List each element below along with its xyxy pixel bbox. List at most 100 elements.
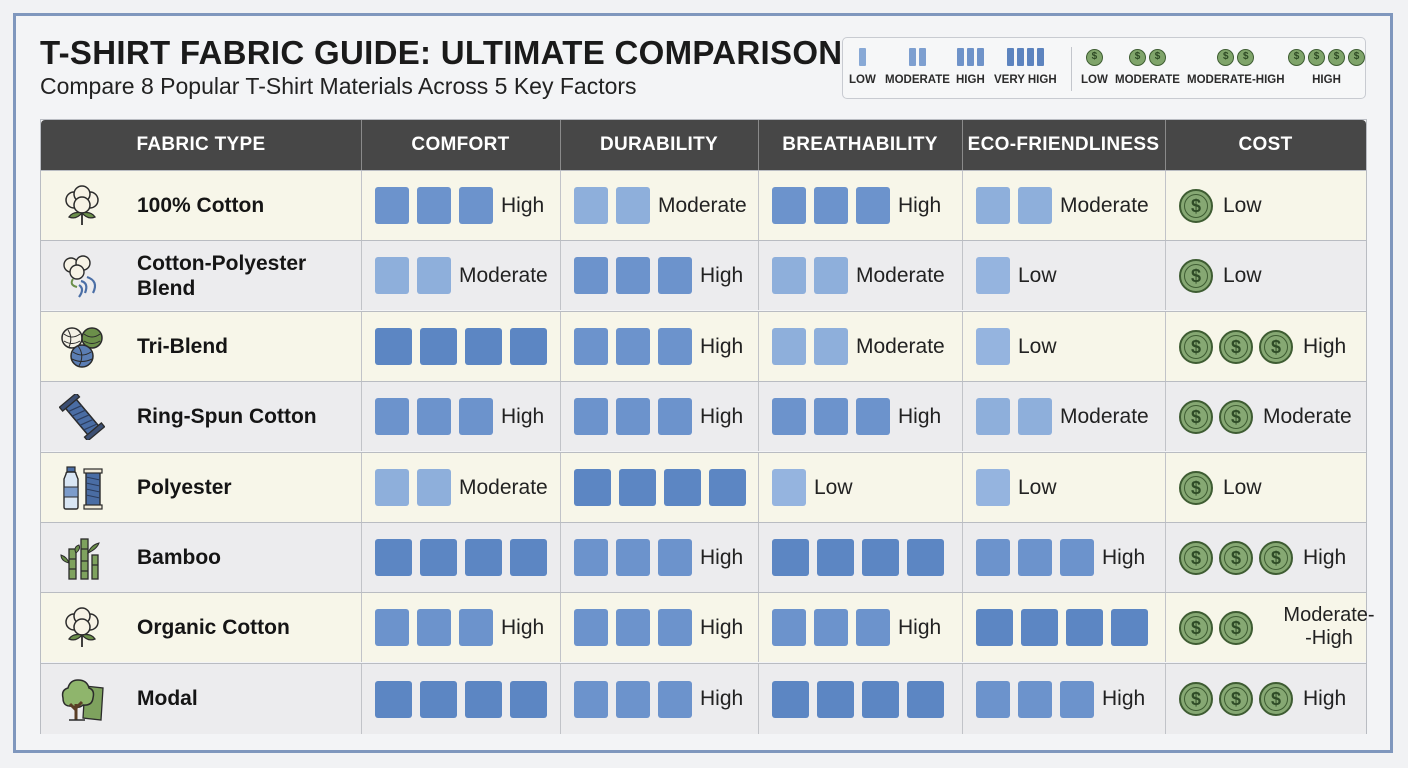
rating-block [772, 187, 806, 224]
page-title: T-SHIRT FABRIC GUIDE: ULTIMATE COMPARISO… [40, 34, 843, 71]
comfort-rating-cell: High [375, 593, 544, 662]
page-subtitle: Compare 8 Popular T-Shirt Materials Acro… [40, 73, 637, 99]
rating-block [1111, 609, 1148, 646]
rating-label: High [700, 334, 744, 358]
cost-cell: Low [1179, 171, 1262, 240]
eco-rating-cell: Low [976, 312, 1057, 381]
durability-rating-cell: High [574, 523, 743, 592]
cost-label: Moderate- -High [1283, 603, 1375, 649]
rating-block [658, 609, 692, 646]
coin-icon [1219, 540, 1253, 575]
breathability-rating-cell: Moderate [772, 241, 945, 310]
rating-block [907, 680, 944, 718]
rating-block [976, 680, 1010, 718]
rating-block [814, 398, 848, 435]
cost-cell: Low [1179, 241, 1262, 310]
eco-rating-cell: High [976, 523, 1145, 592]
cost-label: High [1303, 687, 1347, 710]
rating-block [616, 539, 650, 576]
rating-block [814, 187, 848, 224]
rating-block [976, 469, 1010, 506]
rating-block [375, 187, 409, 224]
rating-block [862, 680, 899, 718]
fabric-name: Polyester [137, 476, 232, 499]
fabric-name: Organic Cotton [137, 616, 290, 639]
column-header-fabric-type: FABRIC TYPE [136, 134, 266, 155]
rating-label: High [700, 404, 744, 428]
rating-label: Low [1018, 334, 1057, 358]
rating-block [375, 680, 412, 718]
rating-block [772, 680, 809, 718]
rating-block [375, 257, 409, 294]
table-row: Organic Cotton High High High Moderate--High [41, 592, 1375, 662]
rating-block [574, 398, 608, 435]
rating-block [976, 398, 1010, 435]
rating-label: Moderate [856, 334, 945, 358]
rating-block [420, 539, 457, 576]
rating-block [574, 257, 608, 294]
cost-cell: High [1179, 523, 1346, 592]
rating-block [772, 609, 806, 646]
coin-icon [1179, 399, 1213, 434]
cotton-boll-icon [59, 605, 105, 651]
rating-label: Moderate [1060, 404, 1149, 428]
rating-block [658, 398, 692, 435]
rating-label: Moderate [459, 475, 548, 499]
rating-block [814, 328, 848, 365]
rating-label: High [700, 545, 744, 569]
rating-block [907, 539, 944, 576]
rating-block [856, 187, 890, 224]
coin-icon [1179, 188, 1213, 223]
rating-block [856, 398, 890, 435]
cost-cell: Moderate--High [1179, 593, 1379, 662]
column-header-breathability: BREATHABILITY [782, 134, 938, 155]
rating-block [772, 539, 809, 576]
breathability-rating-cell: High [772, 593, 941, 662]
coin-icon [1179, 610, 1213, 645]
coin-icon [1219, 610, 1253, 645]
cotton-boll-icon [59, 183, 105, 229]
comfort-rating-cell [375, 664, 555, 734]
durability-rating-cell [574, 453, 754, 522]
rating-label: High [898, 404, 942, 428]
cost-label: High [1303, 545, 1347, 569]
cost-cell: Moderate [1179, 382, 1352, 451]
rating-label: Low [1018, 263, 1057, 287]
durability-rating-cell: High [574, 664, 743, 734]
rating-block [1018, 398, 1052, 435]
bottle-spool-icon [59, 465, 105, 511]
rating-block [976, 328, 1010, 365]
breathability-rating-cell: Moderate [772, 312, 945, 381]
rating-label: High [501, 404, 545, 428]
rating-label: High [1102, 545, 1146, 569]
comparison-table: FABRIC TYPE COMFORT DURABILITY BREATHABI… [40, 119, 1375, 734]
rating-block [616, 609, 650, 646]
eco-rating-cell: Low [976, 241, 1057, 310]
column-header-cost: COST [1238, 134, 1293, 155]
rating-block [658, 680, 692, 718]
rating-label: High [700, 615, 744, 639]
rating-label: Moderate [459, 263, 548, 287]
durability-rating-cell: High [574, 241, 743, 310]
coin-icon [1259, 329, 1293, 364]
legend-level-high: HIGH [956, 46, 985, 86]
legend-level-low: LOW [849, 46, 876, 86]
rating-block [1060, 680, 1094, 718]
rating-block [417, 398, 451, 435]
rating-block [976, 187, 1010, 224]
rating-block [510, 328, 547, 365]
rating-block [510, 539, 547, 576]
rating-block [616, 328, 650, 365]
rating-block [814, 257, 848, 294]
legend-cost-low: $ LOW [1081, 48, 1108, 86]
tree-icon [59, 676, 105, 722]
rating-label: Moderate [658, 193, 747, 217]
table-row: Modal High High High [41, 663, 1366, 734]
table-row: Polyester Moderate Low Low Low [41, 452, 1366, 522]
coin-icon [1179, 329, 1213, 364]
breathability-rating-cell: High [772, 171, 941, 240]
rating-label: Moderate [856, 263, 945, 287]
rating-block [976, 257, 1010, 294]
rating-block [574, 469, 611, 506]
column-header-durability: DURABILITY [599, 134, 719, 155]
